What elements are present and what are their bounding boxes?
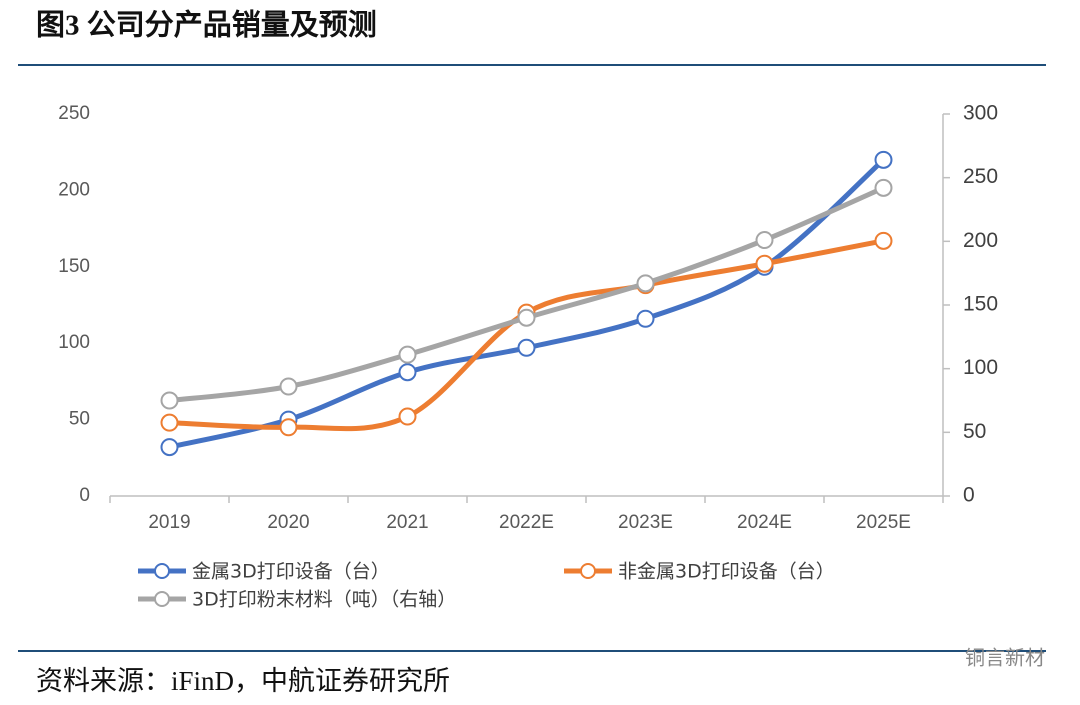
point [755, 254, 774, 273]
series-line [167, 157, 886, 450]
legend-label: 3D打印粉末材料（吨）（右轴） [192, 589, 456, 611]
y-tick-label: 100 [58, 332, 90, 353]
x-tick-label: 2019 [148, 512, 190, 533]
point [279, 377, 298, 396]
y-tick-label: 250 [58, 103, 90, 124]
y-tick-label: 150 [58, 256, 90, 277]
legend-marker [154, 591, 170, 607]
point [755, 231, 774, 250]
y2-tick-label: 50 [963, 420, 986, 443]
x-tick-label: 2021 [386, 512, 428, 533]
point [517, 338, 536, 357]
point [160, 391, 179, 410]
figure-title: 图3 公司分产品销量及预测 [36, 9, 377, 42]
y-tick-label: 0 [79, 485, 90, 506]
point [160, 413, 179, 432]
legend-marker [154, 563, 170, 579]
point [636, 309, 655, 328]
point [398, 363, 417, 382]
y2-tick-label: 200 [963, 229, 998, 252]
series-line [167, 238, 886, 432]
point [398, 345, 417, 364]
legend-marker [580, 563, 596, 579]
y2-tick-label: 300 [963, 102, 998, 125]
y2-tick-label: 250 [963, 165, 998, 188]
x-tick-label: 2023E [618, 512, 673, 533]
point [279, 418, 298, 437]
point [874, 150, 893, 169]
x-tick-label: 2020 [267, 512, 309, 533]
x-tick-label: 2024E [737, 512, 792, 533]
y2-tick-label: 150 [963, 293, 998, 316]
legend-label: 非金属3D打印设备（台） [618, 561, 835, 583]
watermark: 铜言新材 [965, 646, 1045, 670]
point [636, 274, 655, 293]
point [517, 308, 536, 327]
legend-label: 金属3D打印设备（台） [192, 561, 390, 583]
y2-tick-label: 0 [963, 484, 975, 507]
point [874, 231, 893, 250]
point [160, 438, 179, 457]
point [398, 407, 417, 426]
series-line [167, 185, 886, 403]
source: 资料来源：iFinD，中航证券研究所 [36, 666, 450, 696]
x-tick-label: 2022E [499, 512, 554, 533]
point [874, 178, 893, 197]
y-tick-label: 200 [58, 179, 90, 200]
y2-tick-label: 100 [963, 356, 998, 379]
y-tick-label: 50 [69, 409, 90, 430]
x-tick-label: 2025E [856, 512, 911, 533]
